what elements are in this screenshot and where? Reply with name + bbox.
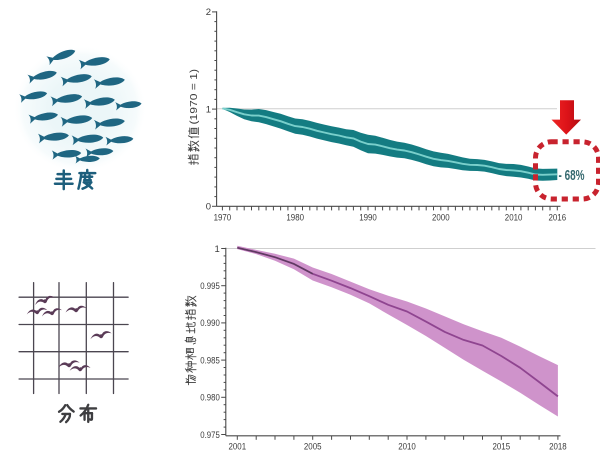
svg-text:0.980: 0.980 — [200, 393, 220, 404]
svg-text:1990: 1990 — [359, 213, 377, 224]
svg-text:2010: 2010 — [505, 213, 523, 224]
svg-text:0.975: 0.975 — [200, 430, 220, 441]
svg-text:2005: 2005 — [304, 441, 322, 452]
svg-text:2: 2 — [206, 7, 211, 18]
svg-text:(1970 = 1): (1970 = 1) — [189, 69, 200, 125]
svg-text:2016: 2016 — [549, 213, 567, 224]
svg-text:- 68%: - 68% — [559, 168, 585, 184]
svg-text:2001: 2001 — [229, 441, 247, 452]
svg-text:1970: 1970 — [214, 213, 232, 224]
svg-text:1: 1 — [215, 244, 220, 255]
svg-text:1: 1 — [206, 104, 211, 115]
svg-text:2010: 2010 — [398, 441, 416, 452]
svg-text:0.995: 0.995 — [200, 281, 220, 292]
svg-text:2015: 2015 — [493, 441, 511, 452]
svg-text:2000: 2000 — [432, 213, 450, 224]
svg-text:0.985: 0.985 — [200, 355, 220, 366]
svg-text:0: 0 — [206, 202, 211, 213]
svg-text:0.990: 0.990 — [200, 318, 220, 329]
svg-text:1980: 1980 — [286, 213, 304, 224]
svg-text:2018: 2018 — [549, 441, 567, 452]
